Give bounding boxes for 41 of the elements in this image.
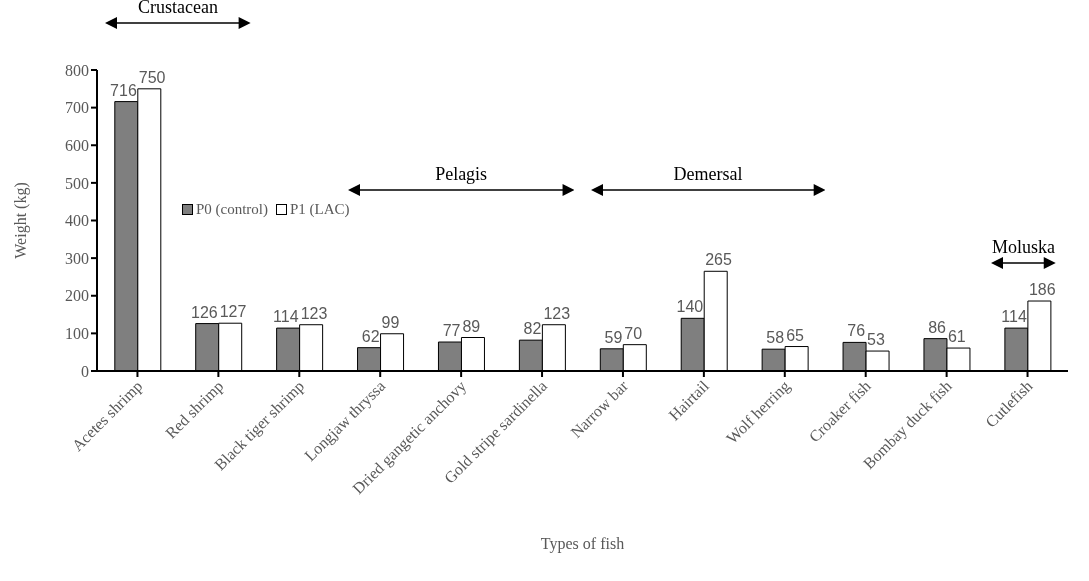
data-label: 53 <box>867 331 885 349</box>
x-axis-title: Types of fish <box>540 535 625 553</box>
y-tick-label: 700 <box>65 99 89 117</box>
data-label: 750 <box>138 68 166 86</box>
data-label: 186 <box>1028 281 1056 299</box>
annotation: Moluska <box>991 237 1056 258</box>
data-label: 77 <box>442 322 461 340</box>
data-label: 76 <box>847 322 866 340</box>
data-label: 127 <box>219 303 247 321</box>
data-label: 123 <box>300 304 328 322</box>
legend-label: P0 (control) <box>194 201 269 218</box>
data-label: 99 <box>381 313 400 331</box>
data-label: 70 <box>624 324 643 342</box>
text: Crustacean <box>136 0 219 18</box>
y-tick-label: 300 <box>65 249 89 267</box>
data-label: 265 <box>705 251 733 269</box>
y-tick-label: 500 <box>65 174 89 192</box>
y-tick-label: 100 <box>65 325 89 343</box>
data-label: 716 <box>110 81 137 99</box>
y-tick-label: 600 <box>65 136 89 154</box>
data-label: 140 <box>676 298 704 316</box>
data-label: 61 <box>947 328 966 346</box>
data-label: 65 <box>786 326 805 344</box>
data-label: 114 <box>273 308 299 326</box>
data-label: 82 <box>523 320 542 338</box>
data-label: 126 <box>191 303 218 321</box>
y-tick-label: 400 <box>65 212 89 230</box>
y-axis-title: Weight (kg) <box>11 182 30 259</box>
annotation: Pelagis <box>434 164 489 185</box>
data-label: 114 <box>1001 308 1027 326</box>
y-tick-label: 800 <box>65 61 89 79</box>
annotation: Demersal <box>672 164 744 185</box>
data-label: 86 <box>928 318 947 336</box>
legend-label: P1 (LAC) <box>289 201 350 218</box>
data-label: 123 <box>543 304 571 322</box>
data-label: 89 <box>462 317 481 335</box>
data-label: 59 <box>604 328 623 346</box>
data-label: 62 <box>361 327 380 345</box>
y-tick-label: 0 <box>81 362 89 380</box>
y-tick-label: 200 <box>65 287 89 305</box>
data-label: 58 <box>766 329 785 347</box>
